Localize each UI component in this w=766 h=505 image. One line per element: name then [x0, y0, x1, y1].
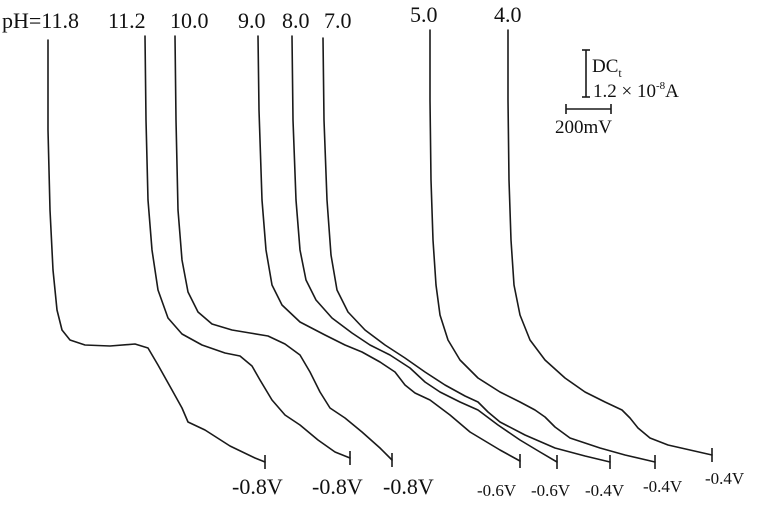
series-label: 10.0	[170, 8, 209, 33]
end-potential-label: -0.4V	[705, 469, 745, 488]
curve-ph-10-0	[174, 35, 393, 461]
curve-ph-11-2	[144, 35, 351, 459]
ph-labels: pH=11.8 11.2 10.0 9.0 8.0 7.0 5.0 4.0	[2, 2, 522, 33]
end-potential-label: -0.6V	[477, 481, 517, 500]
series-label: 9.0	[238, 8, 266, 33]
end-potential-label: -0.4V	[643, 477, 683, 496]
curve-ph-9-0	[257, 35, 521, 462]
end-potential-label: -0.8V	[232, 474, 283, 499]
curve-ph-7-0	[322, 37, 611, 463]
series-label: 5.0	[410, 2, 438, 27]
curve-ph-11-8	[47, 39, 266, 463]
potential-scale-label: 200mV	[555, 117, 612, 138]
end-ticks	[264, 448, 713, 469]
series-label: 4.0	[494, 2, 522, 27]
curve-ph-5-0	[429, 29, 656, 463]
current-scale-value: 1.2 × 10-8A	[593, 80, 679, 102]
series-label: 11.2	[108, 8, 146, 33]
curves	[47, 29, 713, 463]
end-potential-label: -0.4V	[585, 481, 625, 500]
scale-bar: DCt 1.2 × 10-8A 200mV	[555, 49, 679, 138]
end-potential-labels: -0.8V -0.8V -0.8V -0.6V -0.6V -0.4V -0.4…	[232, 469, 745, 500]
end-potential-label: -0.8V	[383, 474, 434, 499]
curve-ph-8-0	[291, 35, 558, 463]
current-scale-label: DCt	[592, 56, 622, 80]
series-label: pH=11.8	[2, 8, 79, 33]
end-potential-label: -0.6V	[531, 481, 571, 500]
series-label: 8.0	[282, 8, 310, 33]
end-potential-label: -0.8V	[312, 474, 363, 499]
curve-ph-4-0	[507, 29, 713, 456]
series-label: 7.0	[324, 8, 352, 33]
